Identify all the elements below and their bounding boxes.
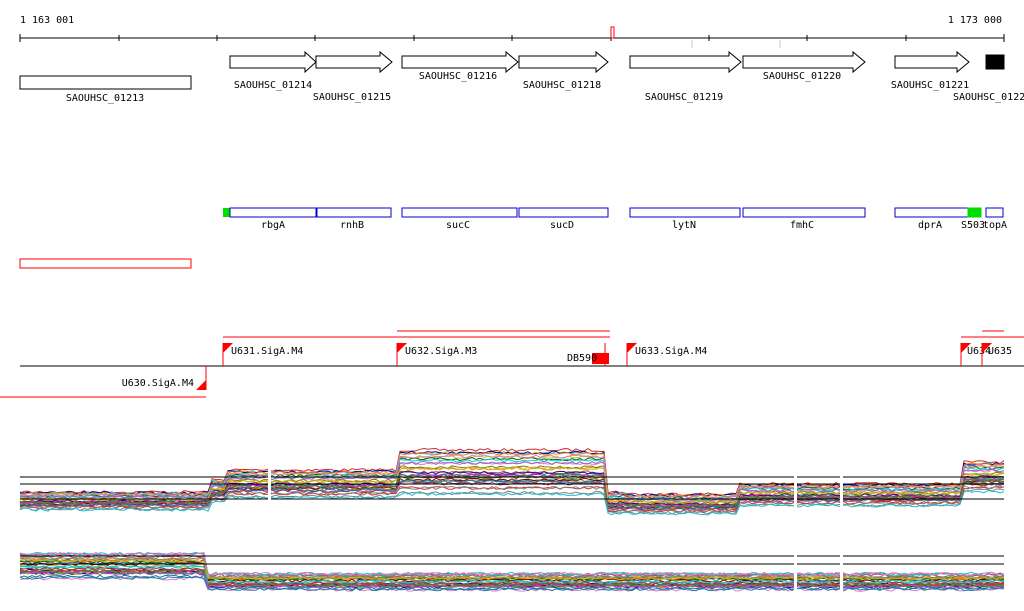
promoter-label: U632.SigA.M3: [405, 346, 477, 357]
position-marker[interactable]: [610, 26, 615, 39]
feature-db590[interactable]: DB590: [567, 343, 609, 366]
green-marker[interactable]: [223, 208, 230, 217]
gene-saouhsc-01215[interactable]: SAOUHSC_01215: [313, 50, 393, 103]
protein-track: rbgA rnhB sucC sucD lytN fmhC dprA S503: [223, 207, 1007, 231]
gene-saouhsc-01220[interactable]: SAOUHSC_01220: [742, 50, 866, 82]
red-region-feature[interactable]: [19, 258, 192, 269]
protein-rbga[interactable]: rbgA: [229, 207, 317, 231]
promoter-label: U635: [988, 346, 1012, 357]
protein-label: S503: [961, 220, 985, 231]
gene-label: SAOUHSC_01216: [419, 71, 497, 82]
gene-saouhsc-01216[interactable]: SAOUHSC_01216: [401, 50, 519, 82]
ruler-end-label: 1 173 000: [948, 15, 1002, 26]
protein-rnhb[interactable]: rnhB: [316, 207, 392, 231]
promoter-u630[interactable]: U630.SigA.M4: [122, 366, 207, 390]
protein-label: rbgA: [261, 220, 285, 231]
gene-label: SAOUHSC_01222: [953, 92, 1024, 103]
promoter-u634[interactable]: U634: [960, 343, 991, 366]
protein-label: lytN: [672, 220, 696, 231]
protein-lytn[interactable]: lytN: [629, 207, 741, 231]
gene-saouhsc-01218[interactable]: SAOUHSC_01218: [518, 50, 609, 91]
promoter-label: U631.SigA.M4: [231, 346, 303, 357]
protein-label: fmhC: [790, 220, 814, 231]
coverage-gaps: [268, 440, 843, 600]
promoter-u632[interactable]: U632.SigA.M3: [396, 343, 477, 366]
protein-label: dprA: [918, 220, 942, 231]
gene-label: SAOUHSC_01220: [763, 71, 841, 82]
gene-label: SAOUHSC_01215: [313, 92, 391, 103]
promoter-u635[interactable]: U635: [981, 343, 1012, 366]
gene-label: SAOUHSC_01214: [234, 80, 312, 91]
protein-label: sucC: [446, 220, 470, 231]
gene-label: SAOUHSC_01219: [645, 92, 723, 103]
promoter-u631[interactable]: U631.SigA.M4: [222, 343, 303, 366]
gene-saouhsc-01214[interactable]: SAOUHSC_01214: [229, 50, 317, 91]
coordinate-ruler: 1 163 001 1 173 000: [19, 15, 1005, 48]
expression-track-reverse: [19, 551, 1005, 592]
promoter-label: U633.SigA.M4: [635, 346, 707, 357]
protein-label: rnhB: [340, 220, 364, 231]
protein-fmhc[interactable]: fmhC: [742, 207, 866, 231]
protein-sucd[interactable]: sucD: [518, 207, 609, 231]
gene-label: SAOUHSC_01218: [523, 80, 601, 91]
promoter-label: U634: [967, 346, 991, 357]
gene-saouhsc-01213[interactable]: SAOUHSC_01213: [19, 75, 192, 104]
protein-topa[interactable]: topA: [983, 207, 1007, 231]
expression-profiles-reverse[interactable]: [19, 551, 1005, 592]
promoter-label: U630.SigA.M4: [122, 378, 194, 389]
gene-saouhsc-01221[interactable]: SAOUHSC_01221: [891, 50, 970, 91]
gene-track: SAOUHSC_01213 SAOUHSC_01214 SAOUHSC_0121…: [19, 50, 1024, 104]
protein-label: sucD: [550, 220, 574, 231]
ruler-start-label: 1 163 001: [20, 15, 74, 26]
gene-label: SAOUHSC_01221: [891, 80, 969, 91]
protein-label: topA: [983, 220, 1007, 231]
protein-succ[interactable]: sucC: [401, 207, 518, 231]
gene-saouhsc-01222[interactable]: SAOUHSC_01222: [953, 54, 1024, 103]
gene-label: SAOUHSC_01213: [66, 93, 144, 104]
promoter-u633[interactable]: U633.SigA.M4: [626, 343, 707, 366]
protein-s503[interactable]: S503: [961, 207, 985, 231]
feature-label: DB590: [567, 353, 597, 364]
expression-profiles-forward[interactable]: [19, 447, 1005, 516]
gene-saouhsc-01219[interactable]: SAOUHSC_01219: [629, 50, 742, 103]
protein-dpra[interactable]: dprA: [894, 207, 969, 231]
promoter-track: U630.SigA.M4 U631.SigA.M4 U632.SigA.M3 D…: [0, 330, 1024, 398]
expression-track-forward: [19, 447, 1005, 516]
